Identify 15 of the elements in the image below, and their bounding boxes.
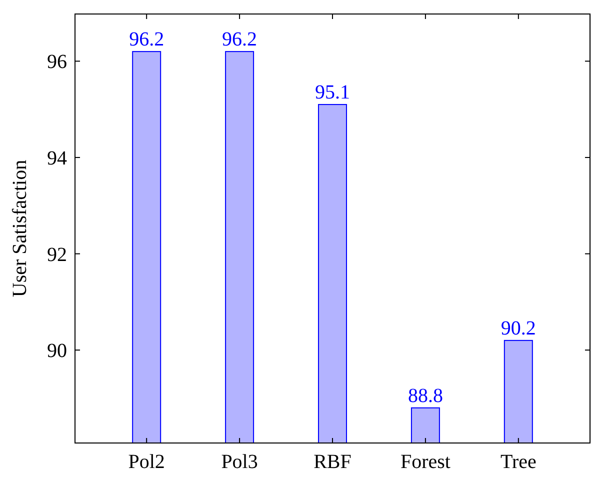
x-tick-label: Pol3 bbox=[221, 451, 258, 473]
y-tick-label: 94 bbox=[47, 147, 67, 170]
x-tick-label: Tree bbox=[500, 451, 537, 473]
data-label: 95.1 bbox=[315, 82, 350, 104]
x-tick-label: RBF bbox=[314, 451, 352, 473]
y-tick-label: 92 bbox=[47, 244, 67, 266]
data-label: 88.8 bbox=[408, 384, 443, 407]
x-tick-label: Pol2 bbox=[128, 451, 165, 473]
y-tick-label: 90 bbox=[47, 340, 67, 362]
data-label: 96.2 bbox=[129, 28, 164, 51]
y-axis-title: User Satisfaction bbox=[9, 160, 31, 298]
data-label: 96.2 bbox=[222, 28, 258, 51]
data-label: 90.2 bbox=[500, 317, 536, 340]
y-tick-label: 96 bbox=[47, 51, 67, 74]
x-tick-label: Forest bbox=[400, 451, 451, 473]
